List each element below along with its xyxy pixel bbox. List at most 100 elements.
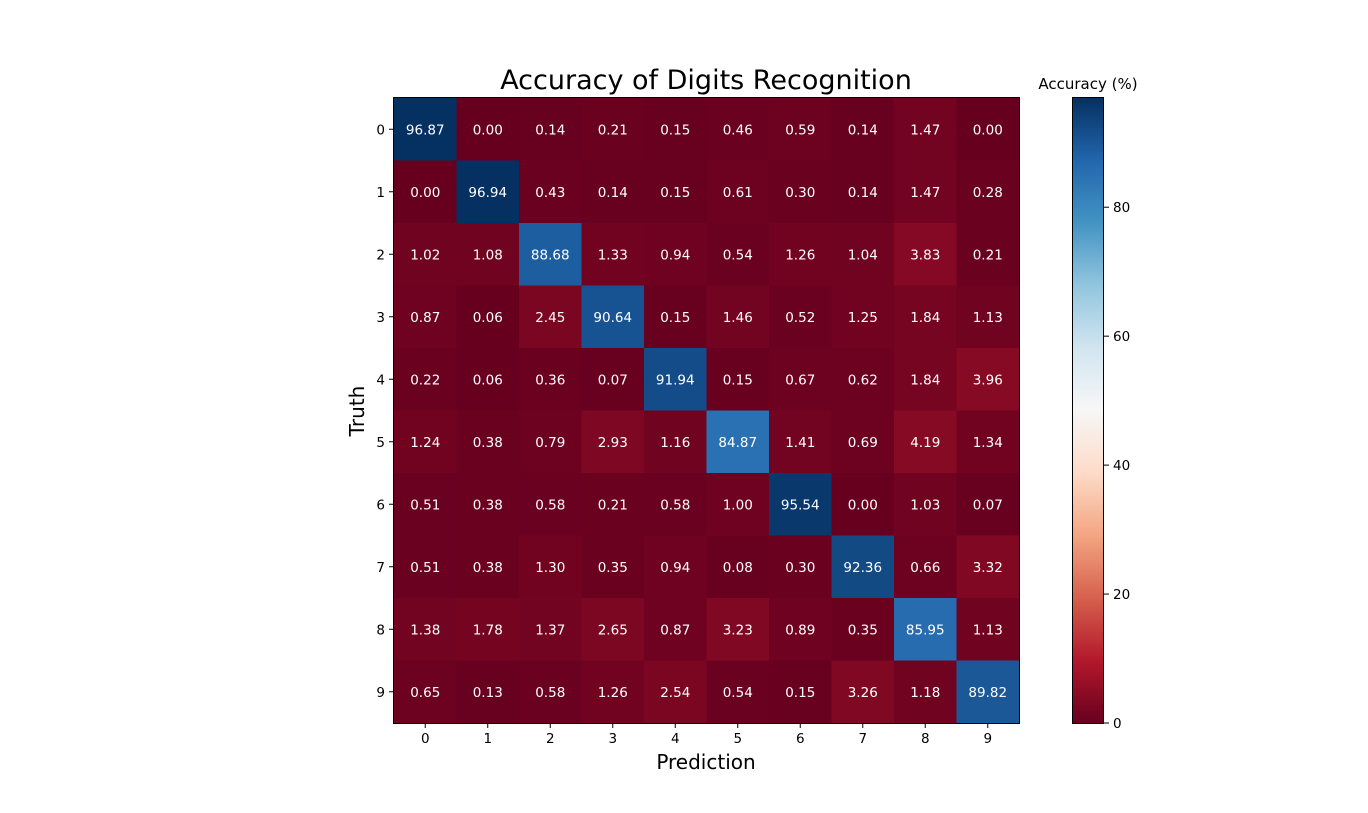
heatmap-cell [394, 598, 457, 661]
heatmap-cell [769, 285, 832, 349]
heatmap-cell [706, 223, 770, 286]
heatmap-cell [831, 223, 895, 286]
plot-frame [393, 97, 1020, 724]
cell-value-label: 1.84 [910, 372, 940, 388]
x-tick-label: 4 [671, 731, 680, 747]
x-tick-label: 5 [733, 731, 742, 747]
y-tick-label: 5 [376, 435, 385, 451]
cell-value-label: 92.36 [843, 560, 882, 576]
cell-value-label: 1.34 [973, 435, 1003, 451]
cell-value-label: 1.25 [848, 310, 878, 326]
heatmap-cell [644, 535, 707, 599]
heatmap-cell [894, 410, 957, 474]
heatmap-cell [581, 410, 645, 474]
heatmap-cell [894, 473, 957, 536]
heatmap-cell [831, 410, 895, 474]
heatmap-cell [769, 223, 832, 286]
colorbar-label: Accuracy (%) [1038, 75, 1137, 93]
cell-value-label: 1.08 [473, 247, 503, 263]
heatmap-cell [706, 285, 770, 349]
cell-value-label: 96.87 [406, 122, 445, 138]
cell-value-label: 0.58 [535, 497, 565, 513]
cell-value-label: 0.00 [848, 497, 878, 513]
cell-value-label: 0.07 [973, 497, 1003, 513]
heatmap-cell [831, 160, 895, 224]
cell-value-label: 0.14 [848, 185, 878, 201]
y-tick-label: 2 [376, 247, 385, 263]
x-tick-label: 7 [858, 731, 867, 747]
cell-value-label: 0.38 [473, 435, 503, 451]
cell-value-label: 1.04 [848, 247, 878, 263]
cell-value-label: 1.18 [910, 685, 940, 701]
cell-value-label: 0.54 [723, 247, 753, 263]
cell-value-label: 0.58 [660, 497, 690, 513]
colorbar-tick-label: 40 [1113, 458, 1130, 474]
heatmap-cell [644, 348, 707, 411]
colorbar-tick-label: 60 [1113, 329, 1130, 345]
heatmap-cell [581, 160, 645, 224]
cell-value-label: 3.32 [973, 560, 1003, 576]
cell-value-label: 0.67 [785, 372, 815, 388]
heatmap-cell [394, 535, 457, 599]
cell-value-label: 0.59 [785, 122, 815, 138]
heatmap-cell [519, 223, 582, 286]
cell-value-label: 0.15 [723, 372, 753, 388]
heatmap-cell [894, 660, 957, 724]
heatmap-cell [769, 160, 832, 224]
heatmap-cell [706, 410, 770, 474]
cell-value-label: 1.78 [473, 622, 503, 638]
heatmap-cell [769, 598, 832, 661]
heatmap-cell [519, 285, 582, 349]
heatmap-cell [581, 660, 645, 724]
heatmap-cell [581, 223, 645, 286]
cell-value-label: 0.69 [848, 435, 878, 451]
cell-value-label: 1.16 [660, 435, 690, 451]
cell-value-label: 0.94 [660, 560, 690, 576]
cell-value-label: 0.06 [473, 372, 503, 388]
heatmap-cell [644, 160, 707, 224]
cell-value-label: 0.28 [973, 185, 1003, 201]
heatmap-cell [894, 98, 957, 161]
heatmap-cell [644, 223, 707, 286]
heatmap-cell [519, 348, 582, 411]
cell-value-label: 1.13 [973, 310, 1003, 326]
heatmap-cell [519, 598, 582, 661]
cell-value-label: 96.94 [468, 185, 507, 201]
colorbar [1072, 97, 1104, 724]
heatmap-cell [644, 285, 707, 349]
cell-value-label: 0.65 [410, 685, 440, 701]
x-tick-label: 6 [796, 731, 805, 747]
cell-value-label: 90.64 [593, 310, 632, 326]
y-tick-label: 6 [376, 497, 385, 513]
cell-value-label: 0.94 [660, 247, 690, 263]
heatmap-cell [706, 660, 770, 724]
heatmap-cell [394, 223, 457, 286]
heatmap-cell [519, 98, 582, 161]
cell-value-label: 0.15 [660, 122, 690, 138]
cell-value-label: 1.03 [910, 497, 940, 513]
heatmap-cell [644, 98, 707, 161]
heatmap-cell [581, 285, 645, 349]
heatmap-cell [456, 473, 520, 536]
cell-value-label: 1.13 [973, 622, 1003, 638]
heatmap-cell [769, 348, 832, 411]
heatmap-cell [581, 598, 645, 661]
heatmap-cell [456, 598, 520, 661]
heatmap-cell [706, 160, 770, 224]
cell-value-label: 85.95 [906, 622, 945, 638]
heatmap-cell [394, 660, 457, 724]
cell-value-label: 1.30 [535, 560, 565, 576]
cell-value-label: 3.83 [910, 247, 940, 263]
cell-value-label: 2.65 [598, 622, 628, 638]
cell-value-label: 0.14 [598, 185, 628, 201]
heatmap-cell [769, 410, 832, 474]
cell-value-label: 0.30 [785, 185, 815, 201]
heatmap-cell [894, 223, 957, 286]
heatmap-cell-labels: 96.87 0.00 0.14 0.21 0.15 0.46 0.59 0.14 1.47 0.0… [406, 122, 1007, 701]
heatmap-cell [894, 285, 957, 349]
heatmap-cell [394, 98, 457, 161]
heatmap-cell [706, 473, 770, 536]
heatmap-cell [581, 535, 645, 599]
colorbar-tick-label: 0 [1113, 716, 1122, 732]
heatmap-cell [706, 348, 770, 411]
